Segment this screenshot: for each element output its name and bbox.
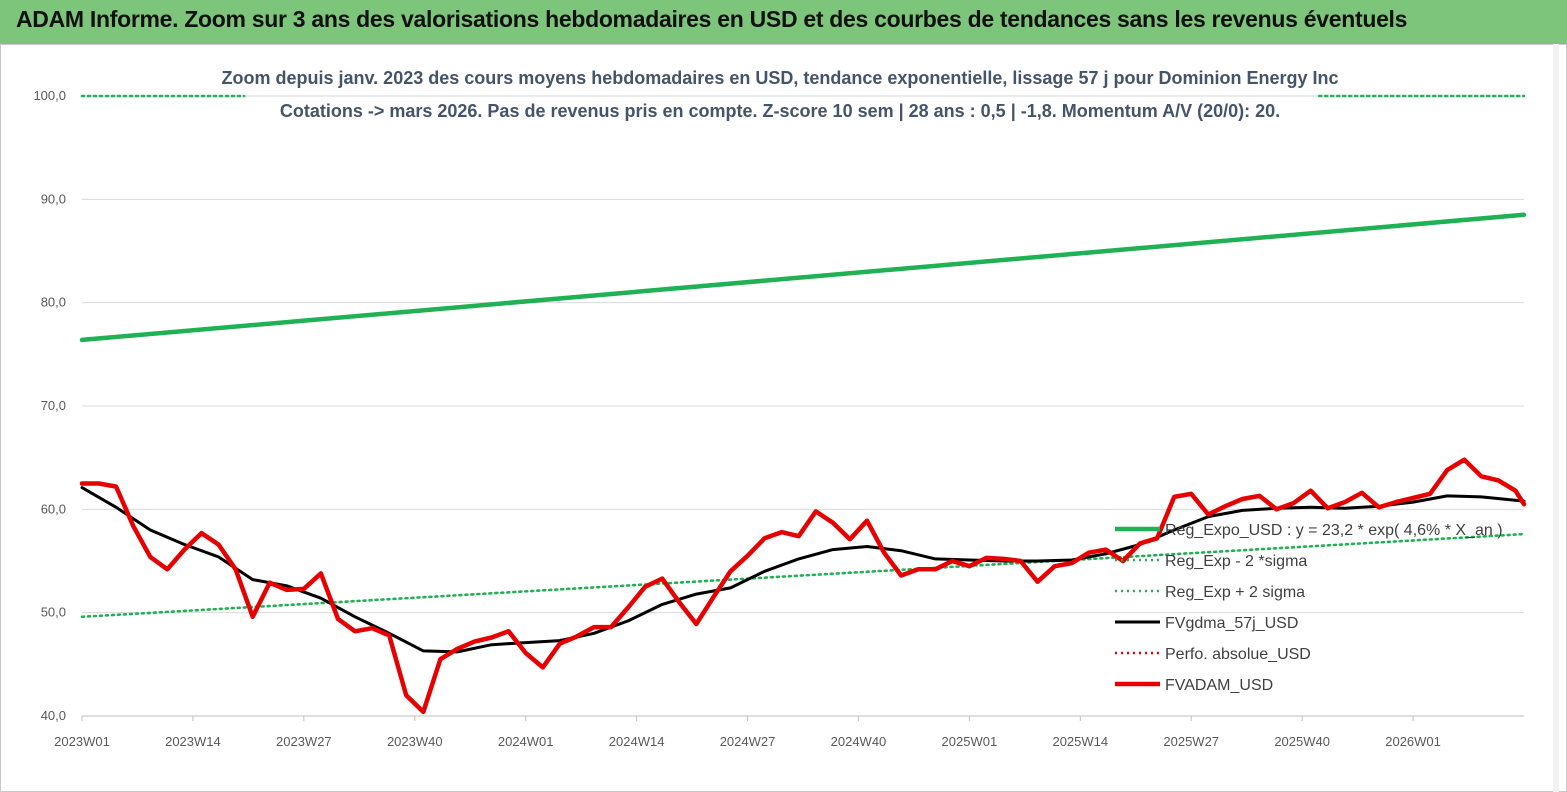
legend-label: FVADAM_USD <box>1165 677 1273 694</box>
series-fvadam-usd <box>79 457 1527 715</box>
series-layer <box>79 94 1527 715</box>
y-tick-label: 60,0 <box>41 501 66 516</box>
x-tick-label: 2024W27 <box>720 734 776 749</box>
x-tick-label: 2024W14 <box>609 734 665 749</box>
axes <box>81 715 1524 721</box>
right-edge-strip <box>1553 44 1559 792</box>
report-title: ADAM Informe. Zoom sur 3 ans des valoris… <box>16 6 1408 32</box>
legend-label: Reg_Exp + 2 sigma <box>1165 584 1305 601</box>
series-reg-expo-usd-y-23-2-exp-4-6-x-an <box>79 212 1527 343</box>
x-tick-label: 2025W27 <box>1163 734 1219 749</box>
x-tick-label: 2023W27 <box>276 734 332 749</box>
legend-label: Reg_Exp - 2 *sigma <box>1165 553 1307 570</box>
y-tick-label: 70,0 <box>41 398 66 413</box>
chart-title-line-1: Zoom depuis janv. 2023 des cours moyens … <box>222 68 1339 88</box>
x-tick-label: 2025W40 <box>1274 734 1330 749</box>
chart-title-block: Zoom depuis janv. 2023 des cours moyens … <box>222 68 1339 121</box>
x-tick-label: 2024W01 <box>498 734 554 749</box>
x-tick-label: 2024W40 <box>831 734 887 749</box>
x-tick-label: 2023W40 <box>387 734 443 749</box>
legend-label: FVgdma_57j_USD <box>1165 615 1298 632</box>
gridlines <box>82 95 1524 614</box>
y-tick-label: 80,0 <box>41 295 66 310</box>
y-tick-label: 100,0 <box>33 88 66 103</box>
chart-title-line-2: Cotations -> mars 2026. Pas de revenus p… <box>280 101 1280 121</box>
x-tick-label: 2026W01 <box>1385 734 1441 749</box>
legend-label: Perfo. absolue_USD <box>1165 646 1311 663</box>
x-tick-label: 2023W01 <box>54 734 110 749</box>
x-tick-label: 2025W14 <box>1052 734 1108 749</box>
legend: Reg_Expo_USD : y = 23,2 * exp( 4,6% * X_… <box>1115 522 1503 694</box>
tick-labels: 40,0 50,0 60,0 70,0 80,0 90,0 100,0 2023W01 2023… <box>33 88 1440 749</box>
x-tick-label: 2025W01 <box>942 734 998 749</box>
y-tick-label: 40,0 <box>41 708 66 723</box>
title-banner: ADAM Informe. Zoom sur 3 ans des valoris… <box>0 0 1567 44</box>
series-reg-exp-2-sigma <box>80 532 1526 619</box>
legend-label: Reg_Expo_USD : y = 23,2 * exp( 4,6% * X_… <box>1165 522 1503 539</box>
x-tick-label: 2023W14 <box>165 734 221 749</box>
y-tick-label: 50,0 <box>41 605 66 620</box>
series-fvgdma-57j-usd <box>80 486 1526 654</box>
y-tick-label: 90,0 <box>41 191 66 206</box>
